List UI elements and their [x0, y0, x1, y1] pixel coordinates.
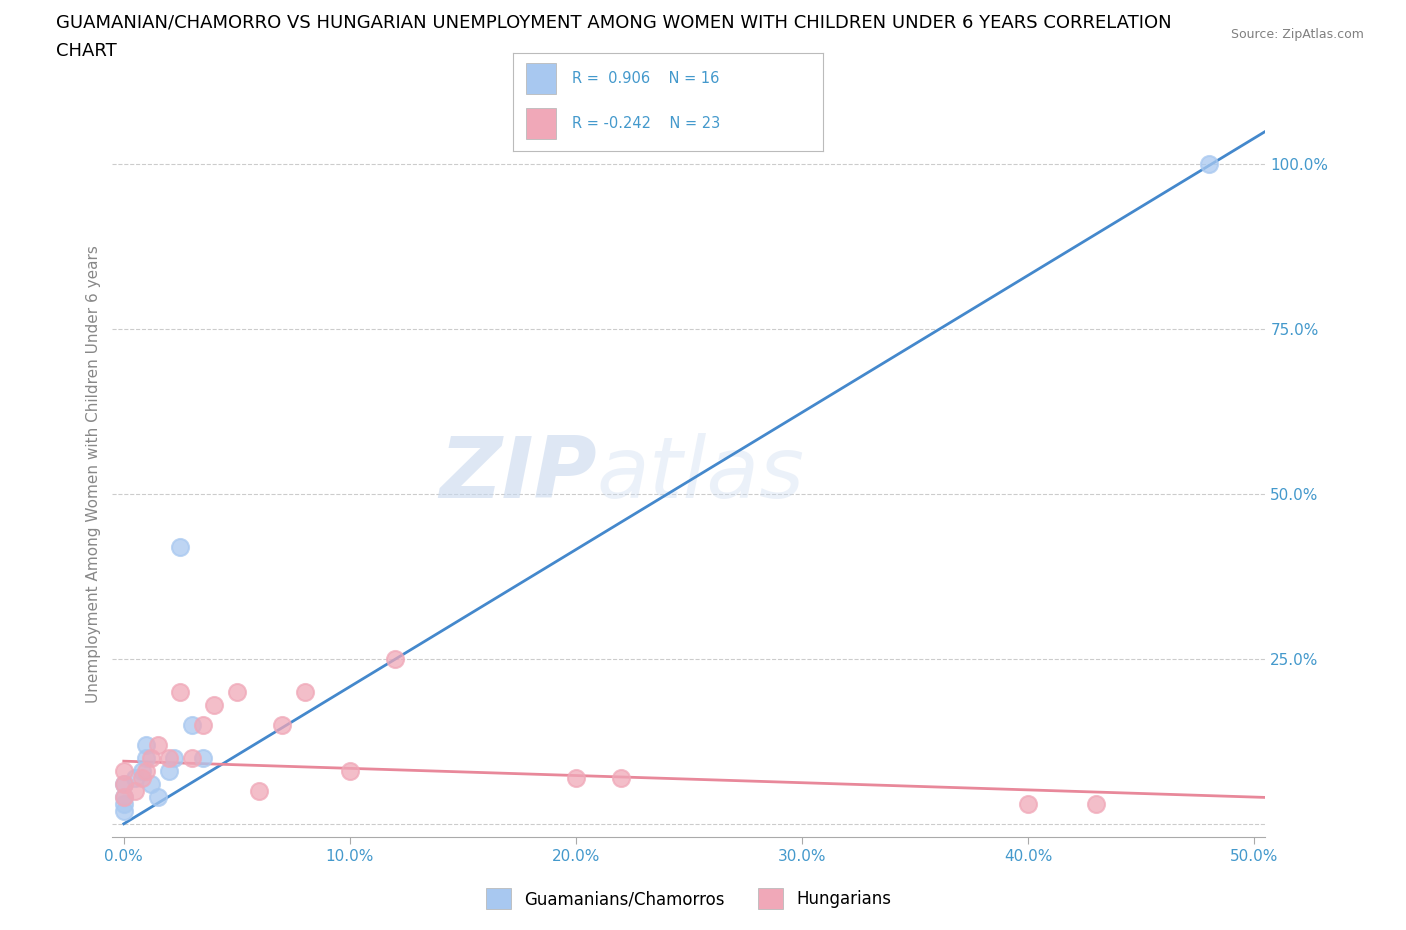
Text: R = -0.242    N = 23: R = -0.242 N = 23 — [572, 116, 720, 131]
Point — [135, 764, 157, 778]
Point — [565, 770, 588, 785]
Text: ZIP: ZIP — [439, 432, 596, 516]
Point — [112, 777, 135, 791]
Point — [146, 790, 169, 804]
FancyBboxPatch shape — [526, 63, 557, 94]
Y-axis label: Unemployment Among Women with Children Under 6 years: Unemployment Among Women with Children U… — [86, 246, 101, 703]
Point — [169, 684, 191, 699]
Point — [610, 770, 633, 785]
Point — [225, 684, 247, 699]
Point — [112, 764, 135, 778]
Point — [249, 783, 271, 798]
Point — [157, 751, 180, 765]
Point — [180, 717, 202, 732]
FancyBboxPatch shape — [526, 108, 557, 139]
Point — [294, 684, 316, 699]
Point — [112, 797, 135, 812]
Point — [112, 777, 135, 791]
Point — [112, 790, 135, 804]
Point — [139, 751, 162, 765]
Point — [124, 770, 146, 785]
Point — [384, 652, 406, 667]
Point — [1084, 797, 1107, 812]
Point — [1017, 797, 1039, 812]
Point — [1198, 157, 1220, 172]
Point — [135, 751, 157, 765]
Point — [112, 790, 135, 804]
Point — [271, 717, 294, 732]
Text: R =  0.906    N = 16: R = 0.906 N = 16 — [572, 71, 720, 86]
Point — [339, 764, 361, 778]
Point — [112, 804, 135, 818]
Point — [139, 777, 162, 791]
Point — [131, 770, 153, 785]
Point — [169, 539, 191, 554]
Point — [131, 764, 153, 778]
Text: atlas: atlas — [596, 432, 804, 516]
Legend: Guamanians/Chamorros, Hungarians: Guamanians/Chamorros, Hungarians — [478, 880, 900, 917]
Text: CHART: CHART — [56, 42, 117, 60]
Point — [191, 717, 214, 732]
Point — [191, 751, 214, 765]
Point — [135, 737, 157, 752]
Text: GUAMANIAN/CHAMORRO VS HUNGARIAN UNEMPLOYMENT AMONG WOMEN WITH CHILDREN UNDER 6 Y: GUAMANIAN/CHAMORRO VS HUNGARIAN UNEMPLOY… — [56, 14, 1171, 32]
Point — [146, 737, 169, 752]
Point — [180, 751, 202, 765]
Point — [202, 698, 225, 712]
Point — [124, 783, 146, 798]
Point — [157, 764, 180, 778]
Text: Source: ZipAtlas.com: Source: ZipAtlas.com — [1230, 28, 1364, 41]
Point — [162, 751, 184, 765]
